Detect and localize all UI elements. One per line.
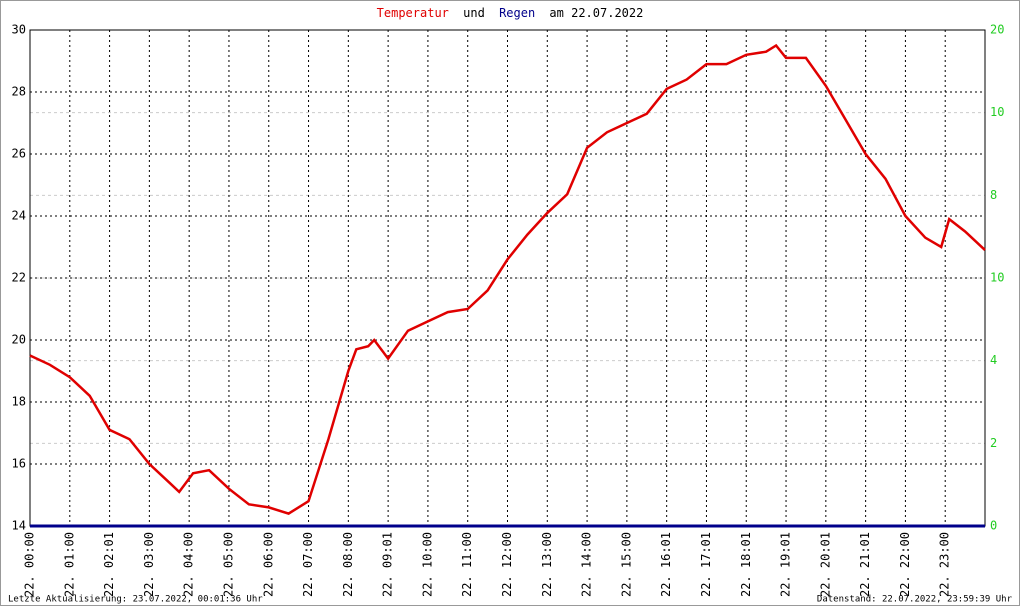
x-tick-label: 22. 00:00	[23, 532, 37, 597]
x-tick-label: 22. 04:00	[182, 532, 196, 597]
y-tick-label: 28	[12, 85, 26, 99]
y2-tick-label: 10	[990, 271, 1004, 285]
y2-tick-label: 4	[990, 353, 997, 367]
x-tick-label: 22. 20:01	[818, 532, 832, 597]
y2-tick-label: 10	[990, 105, 1004, 119]
x-tick-label: 22. 11:00	[460, 532, 474, 597]
x-tick-label: 22. 06:00	[261, 532, 275, 597]
chart-title: Temperatur und Regen am 22.07.2022	[377, 6, 644, 20]
x-tick-label: 22. 18:01	[739, 532, 753, 597]
x-tick-label: 22. 16:01	[659, 532, 673, 597]
series-line	[29, 43, 986, 515]
x-tick-label: 22. 21:01	[858, 532, 872, 597]
y-tick-label: 24	[12, 209, 26, 223]
x-tick-label: 22. 03:00	[142, 532, 156, 597]
y-tick-label: 16	[12, 457, 26, 471]
y2-tick-label: 20	[990, 23, 1004, 37]
x-tick-label: 22. 07:00	[301, 532, 315, 597]
y-tick-label: 20	[12, 333, 26, 347]
y2-tick-label: 8	[990, 188, 997, 202]
x-tick-label: 22. 17:01	[699, 532, 713, 597]
y2-tick-label: 2	[990, 436, 997, 450]
title-part: und	[463, 6, 485, 20]
x-tick-label: 22. 14:00	[580, 532, 594, 597]
y-tick-label: 30	[12, 23, 26, 37]
title-part: am 22.07.2022	[549, 6, 643, 20]
y-tick-label: 14	[12, 519, 26, 533]
x-tick-label: 22. 02:01	[102, 532, 116, 597]
x-tick-label: 22. 01:00	[62, 532, 76, 597]
x-tick-label: 22. 12:00	[500, 532, 514, 597]
x-tick-label: 22. 13:00	[540, 532, 554, 597]
x-tick-label: 22. 19:01	[779, 532, 793, 597]
x-tick-label: 22. 08:00	[341, 532, 355, 597]
x-tick-label: 22. 22:00	[898, 532, 912, 597]
x-tick-label: 22. 23:00	[938, 532, 952, 597]
y-tick-label: 26	[12, 147, 26, 161]
y-tick-label: 18	[12, 395, 26, 409]
footer-left: Letzte Aktualisierung: 23.07.2022, 00:01…	[8, 595, 263, 605]
x-tick-label: 22. 09:01	[381, 532, 395, 597]
x-tick-label: 22. 10:00	[420, 532, 434, 597]
y2-tick-label: 0	[990, 519, 997, 533]
y-tick-label: 22	[12, 271, 26, 285]
footer-right: Datenstand: 22.07.2022, 23:59:39 Uhr	[817, 595, 1013, 605]
title-part: Temperatur	[377, 6, 449, 20]
x-tick-label: 22. 15:00	[619, 532, 633, 597]
title-part: Regen	[499, 6, 535, 20]
x-tick-label: 22. 05:00	[221, 532, 235, 597]
